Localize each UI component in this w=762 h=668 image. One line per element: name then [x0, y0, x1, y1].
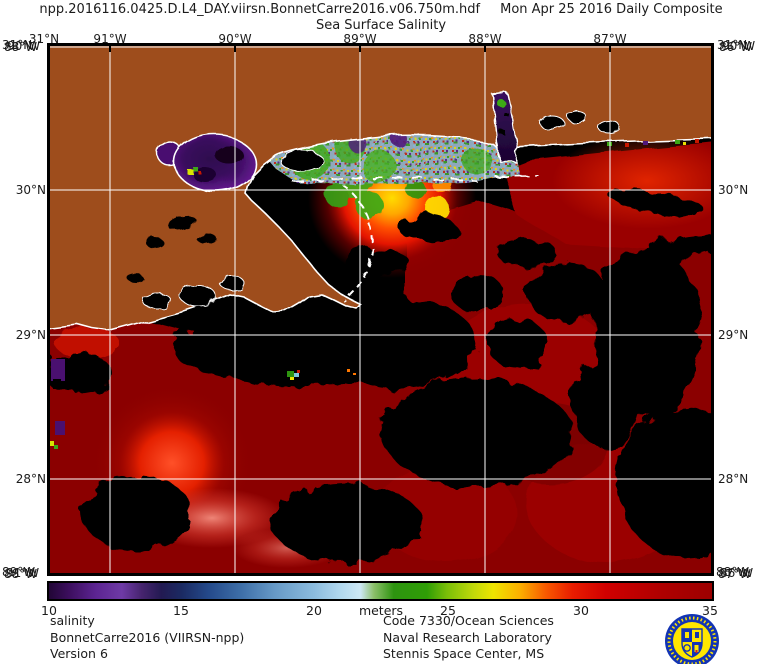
nrl-seal-icon: [665, 614, 719, 668]
product-variable: salinity: [50, 613, 95, 628]
corner-labels-top-right: 31°N 86°W 90°W: [717, 38, 756, 54]
lat-label-29n-left: 29°N: [15, 328, 46, 342]
inland-water: [127, 110, 621, 310]
map-border: [47, 43, 714, 576]
mississippi-sound-band: [262, 131, 519, 185]
org-location: Stennis Space Center, MS: [383, 646, 545, 661]
lat-label-30n-left: 30°N: [15, 183, 46, 197]
colorbar-tick-10: 10: [41, 603, 57, 618]
date-title: Mon Apr 25 2016 Daily Composite: [500, 2, 723, 17]
graticule: [47, 43, 714, 576]
salinity-map-canvas: [47, 43, 714, 576]
colorbar-unit-label: meters: [358, 603, 404, 618]
cloud-nodata-patches: [47, 189, 714, 563]
file-title: npp.2016116.0425.D.L4_DAY.viirsn.BonnetC…: [39, 2, 481, 17]
colorbar-tick-30: 30: [573, 603, 589, 618]
product-version: Version 6: [50, 646, 108, 661]
land: [47, 43, 714, 332]
offshore-specks: [49, 359, 356, 449]
plot-subtitle: Sea Surface Salinity: [315, 18, 447, 33]
colorbar-tick-25: 25: [440, 603, 456, 618]
header: npp.2016116.0425.D.L4_DAY.viirsn.BonnetC…: [0, 2, 762, 17]
salinity-map: [47, 43, 714, 576]
org-name: Naval Research Laboratory: [383, 629, 552, 645]
corner-labels-bottom-right: 88°W 87°W 86°W: [716, 565, 754, 581]
nrl-seal-logo: [658, 610, 726, 668]
barrier-islands: [291, 175, 540, 302]
product-info: salinity BonnetCarre2016 (VIIRSN-npp) Ve…: [50, 613, 244, 663]
colorbar-tick-15: 15: [173, 603, 189, 618]
lat-label-28n-left: 28°N: [15, 472, 46, 486]
chandeleur-arc: [342, 184, 374, 302]
corner-labels-top-left: 31°N 88°W 90°W: [2, 38, 41, 54]
lat-label-28n-right: 28°N: [718, 472, 749, 486]
colorbar-tick-20: 20: [306, 603, 322, 618]
mobile-bay: [492, 92, 518, 162]
product-region: BonnetCarre2016 (VIIRSN-npp): [50, 629, 245, 645]
organization-info: Code 7330/Ocean Sciences Naval Research …: [383, 613, 554, 663]
org-code: Code 7330/Ocean Sciences: [383, 613, 554, 628]
lat-label-29n-right: 29°N: [718, 328, 749, 342]
corner-labels-bottom-left: 89°W 88°W 91°W: [2, 565, 40, 581]
colorbar-tick-35: 35: [702, 603, 718, 618]
lat-label-30n-right: 30°N: [718, 183, 749, 197]
salinity-colorbar: [47, 581, 714, 601]
